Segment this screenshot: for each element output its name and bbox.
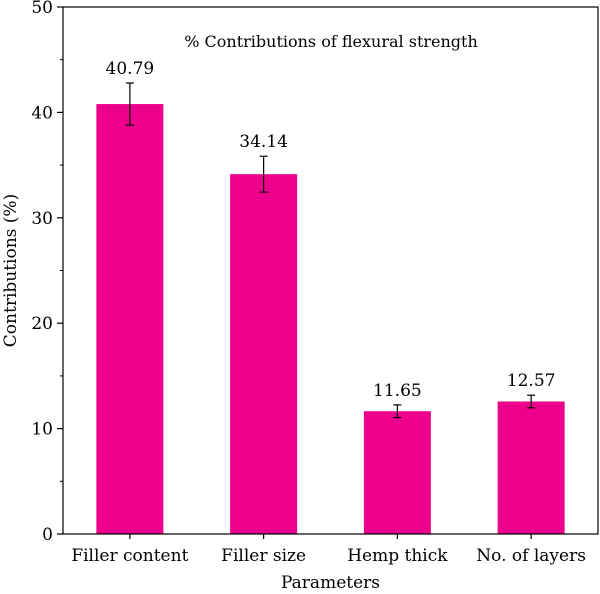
y-tick-label: 10	[31, 420, 53, 440]
data-label-no-of-layers: 12.57	[507, 371, 556, 391]
bar-filler-size	[230, 174, 298, 534]
data-labels-layer: 40.79 34.14 11.65 12.57	[106, 59, 556, 401]
y-axis-title: Contributions (%)	[1, 194, 21, 347]
y-tick-label: 20	[31, 314, 53, 334]
y-tick-label: 50	[31, 0, 53, 18]
y-tick-label: 40	[31, 103, 53, 123]
error-bar-filler-size	[259, 155, 268, 193]
chart-title: % Contributions of flexural strength	[184, 32, 478, 51]
y-tick-label: 30	[31, 209, 53, 229]
error-bar-no-of-layers	[527, 394, 536, 409]
x-tick-label-hemp-thick: Hemp thick	[347, 546, 448, 566]
x-axis-title: Parameters	[281, 573, 380, 593]
bar-filler-content	[96, 104, 164, 535]
x-tick-label-no-of-layers: No. of layers	[476, 546, 586, 566]
bar-hemp-thick	[363, 411, 431, 534]
y-axis-ticks: 0 10 20 30 40 50	[31, 0, 63, 545]
x-tick-label-filler-content: Filler content	[71, 546, 188, 566]
data-label-filler-content: 40.79	[106, 59, 155, 79]
x-tick-label-filler-size: Filler size	[221, 546, 306, 566]
x-axis-ticks: Filler content Filler size Hemp thick No. o…	[71, 534, 586, 566]
bar-no-of-layers	[497, 401, 565, 534]
data-label-hemp-thick: 11.65	[373, 381, 422, 401]
error-bar-hemp-thick	[393, 404, 402, 419]
bars-layer	[96, 104, 565, 535]
error-bars-layer	[125, 82, 536, 419]
error-bar-filler-content	[125, 82, 134, 126]
y-tick-label: 0	[42, 525, 53, 545]
data-label-filler-size: 34.14	[239, 132, 288, 152]
